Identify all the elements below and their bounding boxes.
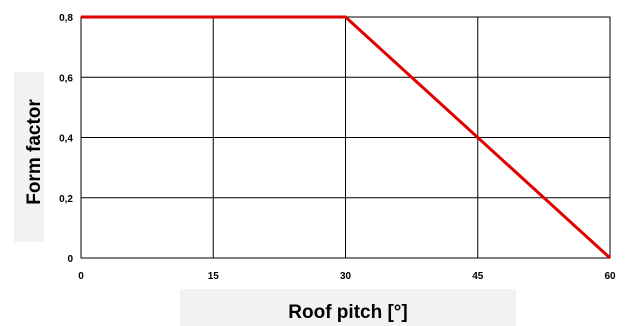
y-tick-label: 0,6 <box>59 73 73 84</box>
ylabel-background <box>14 72 44 242</box>
y-tick-label: 0,2 <box>59 194 73 205</box>
y-tick-label: 0,4 <box>59 134 73 145</box>
grid-lines <box>81 17 610 258</box>
y-axis-title: Form factor <box>24 99 45 205</box>
y-tick-label: 0 <box>67 254 73 265</box>
form-factor-line <box>81 15 612 260</box>
x-tick-label: 15 <box>208 271 220 282</box>
x-tick-label: 60 <box>604 271 616 282</box>
xlabel-background <box>180 289 516 326</box>
x-tick-label: 45 <box>472 271 484 282</box>
x-tick-label: 30 <box>340 271 352 282</box>
axis-tick-labels: 0 15 30 45 60 0 0,2 0,4 0,6 0,8 <box>59 13 616 282</box>
x-axis-title: Roof pitch [°] <box>288 302 407 323</box>
x-tick-label: 0 <box>78 271 84 282</box>
y-tick-label: 0,8 <box>59 13 73 24</box>
